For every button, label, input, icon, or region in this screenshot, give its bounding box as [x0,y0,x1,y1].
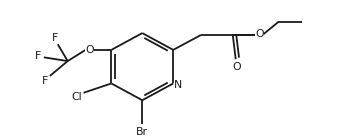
Text: F: F [52,33,58,43]
Text: O: O [232,62,241,72]
Text: F: F [35,51,41,61]
Text: N: N [174,80,182,90]
Text: F: F [42,76,48,86]
Text: Cl: Cl [71,91,82,102]
Text: O: O [255,29,264,39]
Text: Br: Br [136,127,148,137]
Text: O: O [85,45,94,55]
